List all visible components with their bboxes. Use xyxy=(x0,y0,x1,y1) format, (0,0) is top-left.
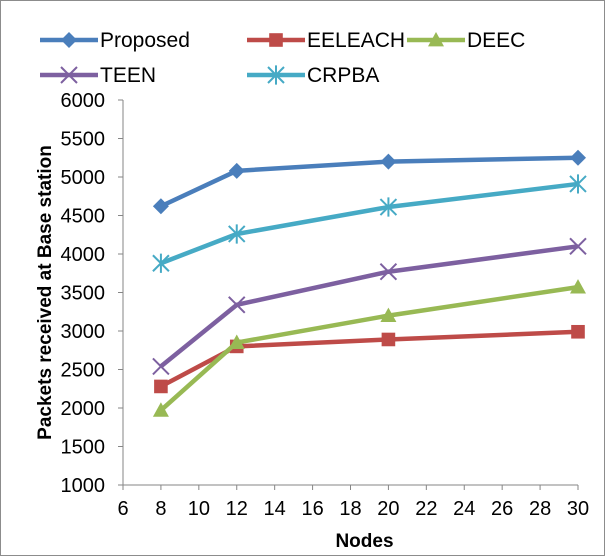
legend-label: CRPBA xyxy=(307,64,379,87)
legend: Proposed EELEACH DEEC TEEN CRPBA xyxy=(40,29,525,87)
data-point xyxy=(570,149,586,166)
x-tick-labels: 6 8 10 12 14 16 18 20 22 24 26 28 30 xyxy=(117,485,589,520)
x-tick-label: 14 xyxy=(264,498,286,520)
data-point xyxy=(228,334,245,349)
y-tick-labels: 1000 1500 2000 2500 3000 3500 4000 4500 5000 5500… xyxy=(61,90,123,497)
y-tick-label: 5500 xyxy=(61,129,106,151)
data-point xyxy=(379,197,398,217)
x-tick-label: 8 xyxy=(155,498,166,520)
series-deec xyxy=(152,279,586,417)
x-tick-label: 20 xyxy=(377,498,399,520)
legend-marker xyxy=(60,66,78,84)
y-tick-label: 4500 xyxy=(61,206,106,228)
data-point xyxy=(228,162,245,179)
x-tick-label: 30 xyxy=(567,498,589,520)
legend-label: Proposed xyxy=(100,29,190,52)
series-line xyxy=(159,284,579,412)
legend-marker xyxy=(269,33,283,47)
x-tick-label: 10 xyxy=(188,498,210,520)
legend-item-crpba: CRPBA xyxy=(247,64,379,87)
x-tick-label: 24 xyxy=(453,498,475,520)
data-point xyxy=(571,324,585,339)
y-tick-label: 2000 xyxy=(61,398,106,420)
series-crpba xyxy=(152,174,587,273)
y-tick-label: 2500 xyxy=(61,360,106,382)
legend-label: TEEN xyxy=(100,64,156,87)
series-layer xyxy=(152,149,587,417)
data-point xyxy=(152,253,170,273)
data-point xyxy=(569,174,587,194)
y-tick-label: 4000 xyxy=(61,244,106,266)
x-tick-label: 22 xyxy=(415,498,437,520)
series-line xyxy=(160,181,579,266)
y-tick-label: 3000 xyxy=(61,321,106,343)
legend-item-deec: DEEC xyxy=(407,29,525,52)
data-point xyxy=(152,357,170,376)
x-tick-label: 18 xyxy=(339,498,361,520)
x-tick-label: 6 xyxy=(117,498,128,520)
y-tick-label: 6000 xyxy=(61,90,106,112)
x-axis-title: Nodes xyxy=(335,531,393,552)
series-line xyxy=(159,155,579,209)
data-point xyxy=(381,332,396,347)
data-point xyxy=(154,379,168,394)
data-point xyxy=(152,402,169,417)
data-point xyxy=(380,153,397,170)
data-point xyxy=(228,224,246,244)
data-point xyxy=(570,279,586,294)
data-point xyxy=(380,307,397,322)
y-axis-title: Packets received at Base station xyxy=(35,145,56,440)
series-proposed xyxy=(152,149,586,215)
y-tick-label: 3500 xyxy=(61,283,106,305)
y-tick-label: 1000 xyxy=(61,475,106,497)
series-teen xyxy=(152,237,587,376)
legend-marker xyxy=(428,32,444,47)
legend-item-eeleach: EELEACH xyxy=(247,29,405,52)
legend-marker xyxy=(61,32,77,48)
legend-item-proposed: Proposed xyxy=(40,29,190,52)
data-point xyxy=(569,237,587,256)
legend-marker xyxy=(267,65,285,85)
y-tick-label: 5000 xyxy=(61,167,106,189)
legend-item-teen: TEEN xyxy=(40,64,156,87)
y-tick-label: 1500 xyxy=(61,437,106,459)
x-tick-label: 28 xyxy=(529,498,551,520)
x-tick-label: 16 xyxy=(301,498,323,520)
data-point xyxy=(379,263,398,281)
x-tick-label: 26 xyxy=(491,498,513,520)
legend-label: EELEACH xyxy=(307,29,405,52)
series-line xyxy=(159,329,579,389)
legend-label: DEEC xyxy=(467,29,525,52)
data-point xyxy=(228,296,246,314)
series-line xyxy=(159,244,579,369)
data-point xyxy=(152,198,169,215)
x-tick-label: 12 xyxy=(226,498,248,520)
